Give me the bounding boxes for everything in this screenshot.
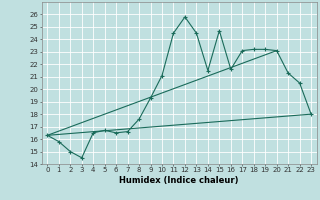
X-axis label: Humidex (Indice chaleur): Humidex (Indice chaleur) [119,176,239,185]
